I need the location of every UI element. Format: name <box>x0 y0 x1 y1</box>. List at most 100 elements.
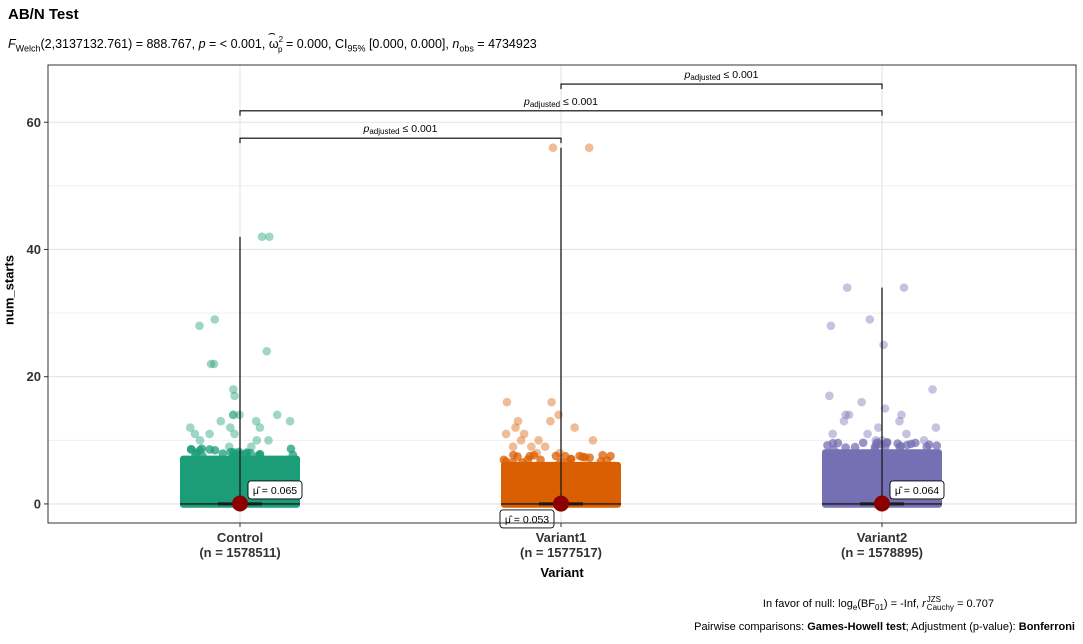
data-point <box>570 423 579 432</box>
group-variant2: μ̂ = 0.064 Variant2(n = 1578895) <box>822 283 945 560</box>
data-point <box>928 385 937 394</box>
data-point <box>218 449 228 458</box>
subtitle-omega-value: = 0.000, CI <box>282 37 348 52</box>
data-point <box>561 451 570 461</box>
y-tick-label: 20 <box>27 369 41 384</box>
data-point <box>534 436 543 445</box>
data-point <box>865 315 875 324</box>
subtitle-ci-sub: 95% <box>347 43 366 54</box>
data-point <box>516 436 526 445</box>
caption-pairwise-adj: Bonferroni <box>1018 621 1075 633</box>
mean-label: μ̂ = 0.053 <box>505 514 549 526</box>
data-point <box>185 423 195 432</box>
data-point <box>518 457 527 467</box>
caption-bayes-c: ) = -Inf, <box>883 597 923 610</box>
data-point <box>547 397 556 407</box>
y-tick-label: 40 <box>27 242 41 257</box>
data-point <box>825 391 834 401</box>
data-point <box>511 423 520 432</box>
plot-border <box>47 64 1077 524</box>
data-point <box>206 359 216 369</box>
data-point <box>262 346 272 356</box>
data-point <box>186 444 196 454</box>
x-tick-n-label: (n = 1578895) <box>841 545 923 560</box>
caption-bayes: In favor of null: loge(BF01) = -Inf, r JZ… <box>763 595 994 613</box>
caption-bayes-01: 01 <box>875 603 884 613</box>
data-point <box>871 436 881 445</box>
data-point <box>288 450 298 460</box>
data-point <box>857 397 866 407</box>
data-point <box>932 441 942 450</box>
subtitle-omega: ω <box>268 37 279 52</box>
data-point <box>882 437 892 447</box>
data-point <box>508 442 518 451</box>
data-point <box>841 410 850 420</box>
x-tick-label: Control <box>217 530 263 545</box>
subtitle-omega-sup: 2 <box>278 35 284 44</box>
data-point <box>546 416 555 426</box>
data-point <box>264 436 273 445</box>
data-point <box>532 448 542 458</box>
caption-bayes-b: (BF <box>857 597 875 610</box>
data-point <box>575 451 584 461</box>
data-point <box>252 436 262 445</box>
data-point <box>870 444 880 454</box>
mean-label: μ̂ = 0.064 <box>895 485 939 497</box>
data-point <box>195 321 204 331</box>
mean-point <box>874 495 890 512</box>
data-point <box>828 429 837 439</box>
bracket-label: padjusted ≤ 0.001 <box>523 96 598 109</box>
data-point <box>209 359 219 369</box>
data-point <box>205 429 214 439</box>
subtitle-p-value: = < 0.001, <box>205 37 269 52</box>
bracket-line <box>239 110 883 116</box>
y-tick-label: 0 <box>34 496 41 511</box>
data-point <box>228 410 238 420</box>
data-point <box>556 457 565 467</box>
data-point-max <box>257 232 267 242</box>
data-point <box>285 416 295 426</box>
caption-bayes-jzs: JZS <box>926 595 942 604</box>
subtitle-omega-sub: p <box>278 44 283 54</box>
bracket-line <box>239 137 562 144</box>
subtitle-n-value: = 4734923 <box>473 37 537 52</box>
mean-point <box>553 495 569 512</box>
data-point <box>247 442 256 451</box>
data-point <box>513 416 523 426</box>
subtitle-stat-label: F <box>8 37 16 52</box>
mean-label: μ̂ = 0.065 <box>253 485 297 497</box>
data-point <box>842 283 852 292</box>
bracket-label: padjusted ≤ 0.001 <box>684 69 759 82</box>
data-point <box>895 416 904 426</box>
comparison-bracket: padjusted ≤ 0.001 <box>239 123 562 144</box>
caption-bayes-cauchy: Cauchy <box>926 603 954 612</box>
data-point <box>255 449 265 459</box>
x-tick-label: Variant1 <box>536 530 587 545</box>
data-point <box>540 442 550 451</box>
data-point <box>224 442 234 451</box>
data-point <box>195 436 205 445</box>
caption-bayes-r: r <box>922 597 926 610</box>
data-point <box>501 429 511 439</box>
data-point <box>272 410 282 420</box>
x-tick-n-label: (n = 1578511) <box>199 545 280 560</box>
data-point <box>906 439 916 449</box>
caption-pairwise-b: ; Adjustment (p-value): <box>905 621 1019 633</box>
data-point <box>527 442 536 451</box>
data-point <box>919 436 929 445</box>
data-point <box>241 449 250 458</box>
chart-title: AB/N Test <box>8 6 79 23</box>
data-point <box>874 423 883 432</box>
data-point <box>833 438 843 448</box>
data-point <box>839 416 849 426</box>
data-point <box>230 429 239 439</box>
subtitle-n-label: n <box>452 37 460 52</box>
data-point <box>823 440 832 450</box>
data-point <box>228 410 238 420</box>
data-point <box>190 429 200 439</box>
data-point <box>922 442 932 451</box>
data-point <box>255 423 265 432</box>
data-point <box>596 457 606 466</box>
mean-point <box>232 495 248 512</box>
data-point <box>513 452 522 461</box>
